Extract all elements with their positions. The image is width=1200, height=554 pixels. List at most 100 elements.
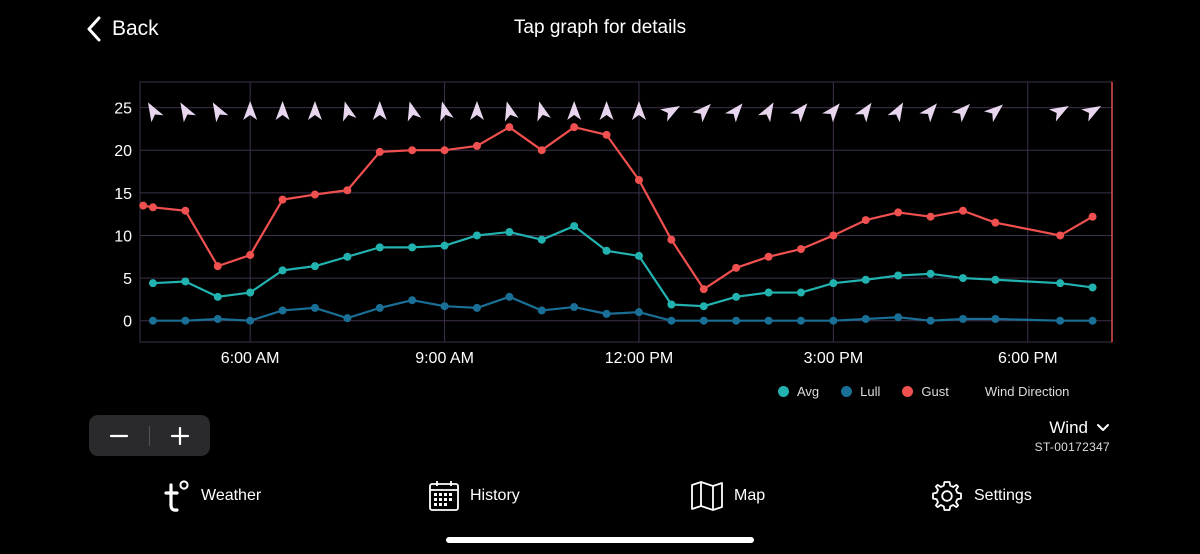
back-button[interactable]: Back — [86, 14, 159, 44]
avg-data-point — [991, 275, 1000, 284]
legend-gust-marker — [902, 386, 914, 397]
gust-data-point — [894, 208, 903, 217]
nav-map-label: Map — [734, 487, 766, 504]
minus-icon — [109, 434, 129, 437]
avg-data-point — [440, 241, 449, 250]
lull-data-point — [1088, 316, 1097, 325]
lull-data-point — [440, 302, 449, 311]
wind-direction-arrow — [147, 102, 164, 123]
wind-direction-arrow — [504, 101, 519, 122]
avg-data-point — [699, 302, 708, 311]
x-tick-label: 3:00 PM — [804, 350, 864, 367]
gust-data-point — [1056, 231, 1065, 240]
x-tick-label: 9:00 AM — [415, 350, 474, 367]
avg-data-point — [310, 262, 319, 271]
legend-lull-label: Lull — [860, 384, 881, 399]
chevron-down-icon — [1097, 424, 1109, 431]
gust-data-point — [181, 206, 190, 215]
map-icon — [691, 481, 723, 511]
avg-data-point — [537, 235, 546, 244]
lull-data-point — [861, 314, 870, 323]
gust-data-point — [505, 123, 514, 132]
avg-data-point — [732, 292, 741, 301]
avg-data-point — [181, 277, 190, 286]
gust-data-point — [246, 251, 255, 260]
wind-direction-arrow — [599, 100, 614, 120]
nav-settings[interactable]: Settings — [930, 478, 1032, 514]
y-tick-label: 20 — [114, 143, 132, 160]
x-tick-label: 6:00 AM — [221, 350, 280, 367]
lull-data-point — [375, 303, 384, 312]
zoom-in-button[interactable] — [150, 415, 210, 456]
wind-direction-arrow — [887, 102, 904, 123]
calendar-icon — [429, 481, 459, 511]
legend-avg-label: Avg — [797, 384, 820, 399]
lull-data-point — [732, 316, 741, 325]
nav-map[interactable]: Map — [690, 478, 765, 514]
lull-data-point — [958, 314, 967, 323]
lull-data-point — [570, 303, 579, 312]
avg-data-point — [1088, 283, 1097, 292]
gust-data-point — [440, 146, 449, 155]
avg-data-point — [148, 279, 157, 288]
lull-series-line — [152, 295, 1093, 322]
page-title: Tap graph for details — [513, 17, 687, 38]
legend-item-gust: Gust — [902, 384, 949, 399]
gust-data-point — [829, 231, 838, 240]
station-id: ST-00172347 — [1034, 440, 1110, 454]
lull-data-point — [602, 309, 611, 318]
legend-wind-direction-label: Wind Direction — [984, 384, 1070, 399]
legend-item-wind-direction: Wind Direction — [985, 384, 1070, 399]
wind-direction-arrow — [983, 104, 1004, 123]
x-tick-label: 6:00 PM — [998, 350, 1058, 367]
avg-data-point — [278, 266, 287, 275]
back-label: Back — [112, 17, 159, 40]
sensor-name: Wind — [1049, 418, 1088, 437]
gust-data-point — [537, 146, 546, 155]
home-indicator — [446, 537, 754, 543]
wind-chart[interactable]: 0 5 10 15 20 25 6:00 AM 9:00 AM 12:00 PM 3:00 PM 6… — [0, 0, 1200, 380]
wind-direction-arrow — [725, 103, 743, 123]
x-tick-label: 12:00 PM — [605, 350, 673, 367]
nav-weather[interactable]: Weather — [163, 478, 261, 514]
lull-data-point — [926, 316, 935, 325]
wind-direction-arrow — [537, 101, 551, 122]
lull-data-point — [764, 316, 773, 325]
avg-data-point — [634, 251, 643, 260]
gust-series-line — [143, 126, 1094, 291]
wind-direction-arrow — [275, 100, 290, 120]
wind-direction-arrow — [631, 100, 646, 120]
gust-data-point — [926, 212, 935, 221]
lull-data-point — [505, 292, 514, 301]
zoom-divider — [149, 425, 150, 446]
lull-data-point — [181, 316, 190, 325]
wind-direction-arrow — [757, 102, 774, 123]
lull-data-point — [699, 316, 708, 325]
y-tick-label: 10 — [114, 228, 132, 245]
wind-direction-arrow — [180, 102, 196, 123]
zoom-out-button[interactable] — [89, 415, 149, 456]
avg-data-point — [602, 246, 611, 255]
avg-series-line — [152, 224, 1093, 308]
lull-data-point — [246, 316, 255, 325]
wind-direction-arrow — [307, 100, 322, 120]
avg-data-point — [570, 222, 579, 231]
lull-data-point — [472, 303, 481, 312]
avg-data-point — [861, 275, 870, 284]
sensor-selector-value: Wind — [1049, 418, 1110, 438]
y-tick-label: 0 — [123, 314, 132, 331]
sensor-selector[interactable]: Wind ST-00172347 — [1035, 418, 1110, 454]
lull-data-point — [343, 314, 352, 323]
wind-direction-arrow — [1048, 105, 1069, 122]
wind-direction-arrow — [919, 103, 937, 123]
avg-data-point — [505, 228, 514, 237]
nav-weather-label: Weather — [201, 487, 262, 504]
y-tick-label: 25 — [114, 101, 132, 118]
legend-lull-marker — [841, 386, 853, 397]
gust-data-point — [472, 141, 481, 150]
avg-data-point — [829, 279, 838, 288]
nav-settings-label: Settings — [974, 487, 1032, 504]
nav-history[interactable]: History — [428, 478, 520, 514]
gust-data-point — [861, 216, 870, 225]
lull-data-point — [894, 313, 903, 322]
